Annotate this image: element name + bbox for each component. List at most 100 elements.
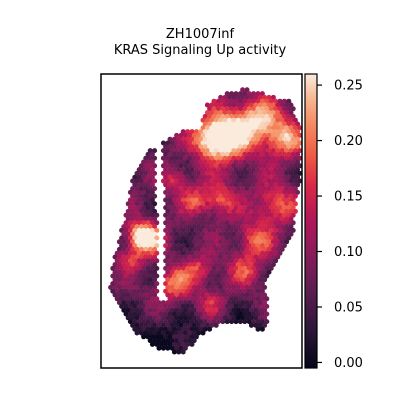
spot <box>171 265 177 271</box>
spot <box>233 288 239 294</box>
spot <box>171 281 177 287</box>
spot <box>281 235 287 241</box>
spot <box>229 258 235 264</box>
spot <box>143 231 149 237</box>
spot <box>268 189 274 195</box>
spot <box>165 315 171 321</box>
spot <box>202 151 208 157</box>
spot <box>202 265 208 271</box>
spot <box>209 163 215 169</box>
spot <box>149 319 155 325</box>
spot <box>204 163 210 169</box>
spot <box>257 186 263 192</box>
spot <box>220 296 226 302</box>
spot <box>244 269 250 275</box>
spot <box>171 144 177 150</box>
spot <box>116 277 122 283</box>
spot <box>198 288 204 294</box>
spot <box>229 182 235 188</box>
spot <box>141 265 147 271</box>
spot <box>182 231 188 237</box>
spot <box>246 311 252 317</box>
spot <box>292 117 298 123</box>
spot <box>257 262 263 268</box>
spot <box>132 243 138 249</box>
spot <box>143 246 149 252</box>
spot <box>200 315 206 321</box>
spot <box>229 98 235 104</box>
spot <box>198 311 204 317</box>
spot <box>114 258 120 264</box>
spot <box>169 284 175 290</box>
spot <box>284 239 290 245</box>
spot <box>286 129 292 135</box>
spot <box>204 148 210 154</box>
spot <box>149 265 155 271</box>
spot <box>213 170 219 176</box>
spot <box>222 193 228 199</box>
spot <box>189 341 195 347</box>
spot <box>176 227 182 233</box>
spot <box>266 246 272 252</box>
spot <box>149 205 155 211</box>
spot <box>178 186 184 192</box>
spot <box>152 300 158 306</box>
spot <box>191 163 197 169</box>
spot <box>189 235 195 241</box>
spot <box>204 262 210 268</box>
spot <box>295 121 301 127</box>
spot <box>235 284 241 290</box>
spot <box>229 151 235 157</box>
spot <box>226 125 232 131</box>
spot <box>127 197 133 203</box>
spot <box>255 197 261 203</box>
spot <box>246 182 252 188</box>
spot <box>226 315 232 321</box>
spot <box>163 265 169 271</box>
spot <box>180 151 186 157</box>
spot <box>136 288 142 294</box>
spot <box>147 193 153 199</box>
spot <box>284 163 290 169</box>
spot <box>220 281 226 287</box>
spot <box>255 243 261 249</box>
spot <box>132 319 138 325</box>
spot <box>253 201 259 207</box>
spot <box>136 303 142 309</box>
colorbar-tick-label: 0.20 <box>334 134 363 149</box>
spot <box>178 330 184 336</box>
spot <box>244 292 250 298</box>
spot <box>138 315 144 321</box>
spot <box>281 106 287 112</box>
spot <box>224 288 230 294</box>
spot <box>218 155 224 161</box>
spot <box>149 182 155 188</box>
spot <box>242 197 248 203</box>
spot <box>257 216 263 222</box>
spot <box>251 121 257 127</box>
spot <box>277 197 283 203</box>
spot <box>143 284 149 290</box>
spot <box>224 235 230 241</box>
spot <box>264 273 270 279</box>
spot <box>237 273 243 279</box>
spot <box>222 269 228 275</box>
spot <box>182 170 188 176</box>
spot <box>154 273 160 279</box>
spot <box>281 151 287 157</box>
spot <box>185 159 191 165</box>
spot <box>292 155 298 161</box>
spot <box>136 319 142 325</box>
spot <box>209 277 215 283</box>
spot <box>123 296 129 302</box>
spot <box>143 224 149 230</box>
spot <box>134 277 140 283</box>
spot <box>229 106 235 112</box>
spot <box>281 220 287 226</box>
spot <box>264 235 270 241</box>
spot <box>220 129 226 135</box>
spot <box>187 132 193 138</box>
spot <box>182 269 188 275</box>
spot <box>253 102 259 108</box>
spot <box>220 235 226 241</box>
